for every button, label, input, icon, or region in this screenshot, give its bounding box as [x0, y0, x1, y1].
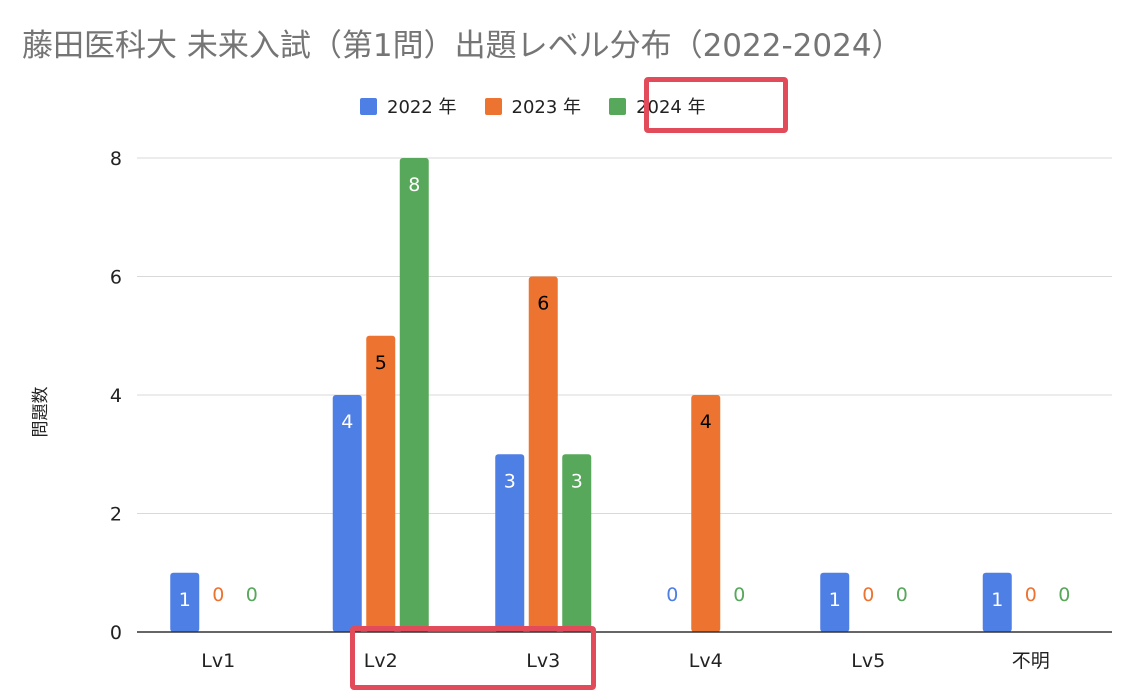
legend-swatch-2023	[484, 97, 502, 115]
chart-legend: 2022 年 2023 年 2024 年	[360, 88, 706, 124]
legend-item-2024[interactable]: 2024 年	[609, 93, 706, 119]
bar-Lv2-2	[399, 158, 429, 632]
data-label-Lv5-1: 0	[862, 584, 874, 606]
data-label-Lv1-2: 0	[246, 584, 258, 606]
data-label-不明-2: 0	[1058, 584, 1070, 606]
bar-Lv2-1	[366, 335, 396, 632]
data-label-Lv5-2: 0	[896, 584, 908, 606]
data-label-Lv5-0: 1	[829, 589, 841, 611]
data-label-Lv4-0: 0	[666, 584, 678, 606]
lv2-lv3-highlight-box	[350, 626, 596, 690]
data-label-Lv1-1: 0	[212, 584, 224, 606]
legend-label-2023: 2023 年	[511, 97, 582, 118]
x-tick-Lv3: Lv3	[526, 650, 560, 672]
x-tick-Lv2: Lv2	[364, 650, 398, 672]
data-label-Lv2-0: 4	[341, 411, 353, 433]
legend-2024-highlight-box	[644, 77, 788, 133]
bar-Lv2-0	[332, 395, 362, 632]
y-tick-0: 0	[110, 622, 122, 644]
bar-Lv3-2	[562, 454, 592, 632]
data-label-Lv3-2: 3	[571, 470, 583, 492]
bar-Lv5-0	[820, 572, 850, 632]
x-tick-Lv1: Lv1	[201, 650, 235, 672]
data-label-Lv1-0: 1	[179, 589, 191, 611]
data-label-Lv3-0: 3	[504, 470, 516, 492]
y-tick-8: 8	[110, 148, 122, 170]
x-tick-不明: 不明	[1012, 650, 1050, 672]
y-axis-label: 問題数	[31, 387, 51, 438]
bar-不明-0	[982, 572, 1012, 632]
data-label-不明-0: 1	[991, 589, 1003, 611]
data-label-Lv4-1: 4	[700, 411, 712, 433]
legend-item-2022[interactable]: 2022 年	[360, 93, 457, 119]
axes: 0 2 4 6 8 Lv1 Lv2 Lv3 Lv4 Lv5 不明	[110, 148, 1112, 672]
legend-swatch-2022	[360, 97, 377, 115]
data-label-Lv4-2: 0	[733, 584, 745, 606]
legend-item-2023[interactable]: 2023 年	[484, 93, 582, 119]
gridlines	[137, 157, 1112, 514]
data-label-Lv2-2: 8	[408, 174, 420, 196]
bars	[170, 158, 1012, 632]
data-label-Lv2-1: 5	[375, 352, 387, 374]
bar-Lv3-0	[495, 454, 525, 632]
x-tick-Lv4: Lv4	[689, 650, 723, 672]
chart-title: 藤田医科大 未来入試（第1問）出題レベル分布（2022-2024）	[22, 28, 903, 64]
bar-Lv1-0	[170, 572, 200, 632]
legend-label-2022: 2022 年	[387, 97, 457, 118]
data-label-Lv3-1: 6	[537, 293, 549, 315]
bar-Lv4-1	[691, 395, 721, 632]
x-tick-Lv5: Lv5	[851, 650, 885, 672]
data-label-不明-1: 0	[1025, 584, 1037, 606]
bar-Lv3-1	[528, 276, 558, 632]
y-tick-4: 4	[110, 385, 122, 407]
y-tick-2: 2	[110, 504, 122, 526]
y-tick-6: 6	[110, 267, 122, 289]
legend-swatch-2024	[609, 97, 627, 115]
legend-label-2024: 2024 年	[636, 97, 706, 118]
